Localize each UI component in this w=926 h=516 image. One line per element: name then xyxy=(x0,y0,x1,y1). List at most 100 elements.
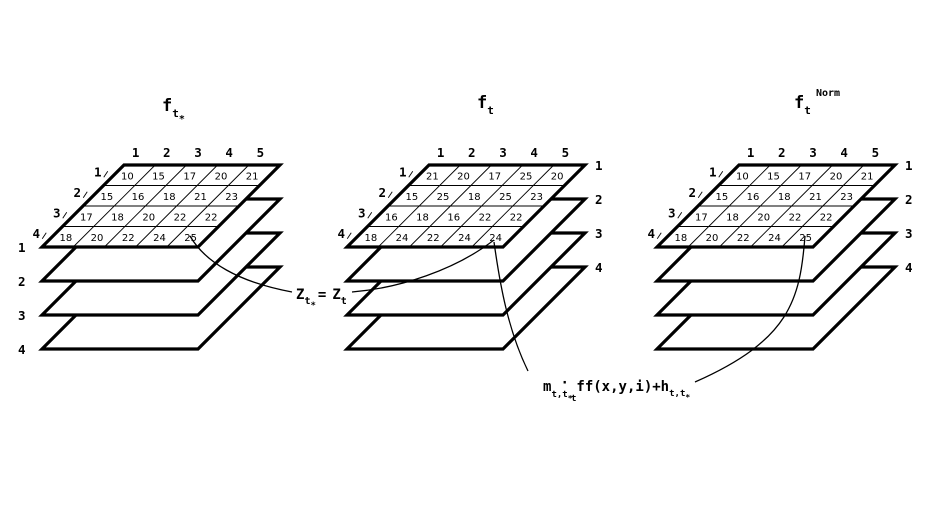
grid-col-line xyxy=(72,164,156,248)
stack-3-col-label: 2 xyxy=(778,145,786,160)
grid-col-line xyxy=(440,164,523,248)
cell-value: 24 xyxy=(153,233,166,244)
grid-col-line xyxy=(687,164,771,248)
cell-value: 18 xyxy=(468,192,481,203)
cell-value: 22 xyxy=(479,212,492,223)
cell-value: 25 xyxy=(499,192,512,203)
cell-value: 20 xyxy=(830,171,843,182)
connector-stack1-to-zt xyxy=(189,235,293,293)
cell-value: 20 xyxy=(142,212,155,223)
equation-zt-equal: Zt*= Zt xyxy=(296,287,347,311)
stack-3-layer-label-4: 4 xyxy=(905,260,913,275)
stack-2-row-label: 3 xyxy=(358,205,366,220)
stack-1-layer-label-3: 3 xyxy=(18,308,26,323)
stack-2-row-label: 4 xyxy=(337,226,345,241)
cell-value: 15 xyxy=(405,192,418,203)
stack-3-row-label: 2 xyxy=(688,185,696,200)
stack-1-row-label: 4 xyxy=(32,226,40,241)
stack-1-layer-label-1: 1 xyxy=(18,240,26,255)
cell-value: 22 xyxy=(737,233,750,244)
stack-3-layer-label-3: 3 xyxy=(905,226,913,241)
cell-value: 22 xyxy=(174,212,187,223)
stack-2-row-label: 2 xyxy=(378,185,386,200)
row-tick xyxy=(346,232,352,239)
stack-1-layer-label-2: 2 xyxy=(18,274,26,289)
cell-value: 18 xyxy=(416,212,429,223)
stack-3-col-label: 3 xyxy=(809,145,817,160)
cell-value: 17 xyxy=(80,212,93,223)
stack-1-row-label: 1 xyxy=(94,164,102,179)
grid-col-line xyxy=(409,164,492,248)
stack-3-col-label: 4 xyxy=(840,145,848,160)
stack-2-col-label: 1 xyxy=(437,145,445,160)
row-tick xyxy=(697,191,703,198)
cell-value: 25 xyxy=(437,192,450,203)
row-tick xyxy=(82,191,88,198)
stack-3-layer-label-2: 2 xyxy=(905,192,913,207)
stack-1-col-label: 2 xyxy=(163,145,171,160)
cell-value: 15 xyxy=(767,171,780,182)
stack-3-row-label: 4 xyxy=(647,226,655,241)
cell-value: 18 xyxy=(111,212,124,223)
grid-col-line xyxy=(471,164,555,248)
stack-2-col-label: 4 xyxy=(530,145,538,160)
cell-value: 20 xyxy=(215,171,228,182)
row-tick xyxy=(656,232,662,239)
stack-2-layer-label-4: 4 xyxy=(595,260,603,275)
stack-3-col-label: 5 xyxy=(872,145,880,160)
cell-value: 18 xyxy=(59,233,72,244)
stack-2-layer-label-1: 1 xyxy=(595,158,603,173)
cell-value: 17 xyxy=(183,171,196,182)
grid-col-line xyxy=(166,164,250,248)
cell-value: 23 xyxy=(225,192,238,203)
cell-value: 24 xyxy=(768,233,781,244)
grid-col-line xyxy=(104,164,187,248)
cell-value: 17 xyxy=(488,171,501,182)
row-tick xyxy=(408,171,414,178)
stack-3-title: ft xyxy=(794,93,811,117)
cell-value: 18 xyxy=(163,192,176,203)
cell-value: 23 xyxy=(840,192,853,203)
stack-2-col-label: 5 xyxy=(562,145,570,160)
stack-2-col-label: 2 xyxy=(468,145,476,160)
row-tick xyxy=(41,232,47,239)
cell-value: 21 xyxy=(861,171,874,182)
stack-1-col-label: 5 xyxy=(257,145,265,160)
cell-value: 25 xyxy=(799,233,812,244)
cell-value: 25 xyxy=(520,171,533,182)
cell-value: 22 xyxy=(789,212,802,223)
connector-stack3-to-formula xyxy=(694,235,806,383)
cell-value: 21 xyxy=(194,192,207,203)
stack-2-col-label: 3 xyxy=(499,145,507,160)
cell-value: 10 xyxy=(736,171,749,182)
cell-value: 17 xyxy=(798,171,811,182)
cell-value: 15 xyxy=(715,192,728,203)
grid-col-line xyxy=(781,164,865,248)
cell-value: 22 xyxy=(510,212,523,223)
stack-3-col-label: 1 xyxy=(747,145,755,160)
cell-value: 16 xyxy=(385,212,398,223)
cell-value: 20 xyxy=(91,233,104,244)
stack-3-row-label: 3 xyxy=(668,205,676,220)
stack-1-layer-label-4: 4 xyxy=(18,342,26,357)
cell-value: 20 xyxy=(706,233,719,244)
stack-3-title-superscript: Norm xyxy=(816,88,840,99)
stack-3-layer-label-1: 1 xyxy=(905,158,913,173)
cell-value: 16 xyxy=(132,192,145,203)
row-tick xyxy=(62,212,68,219)
stack-1-col-label: 1 xyxy=(132,145,140,160)
stack-1-title: ft* xyxy=(162,96,185,125)
cell-value: 20 xyxy=(551,171,564,182)
grid-col-line xyxy=(135,164,218,248)
cell-value: 21 xyxy=(809,192,822,203)
cell-value: 21 xyxy=(426,171,439,182)
stack-1-row-label: 3 xyxy=(53,205,61,220)
grid-col-line xyxy=(750,164,833,248)
cell-value: 22 xyxy=(122,233,135,244)
cell-value: 17 xyxy=(695,212,708,223)
stack-3-row-label: 1 xyxy=(709,164,717,179)
stack-2-row-label: 1 xyxy=(399,164,407,179)
row-tick xyxy=(718,171,724,178)
